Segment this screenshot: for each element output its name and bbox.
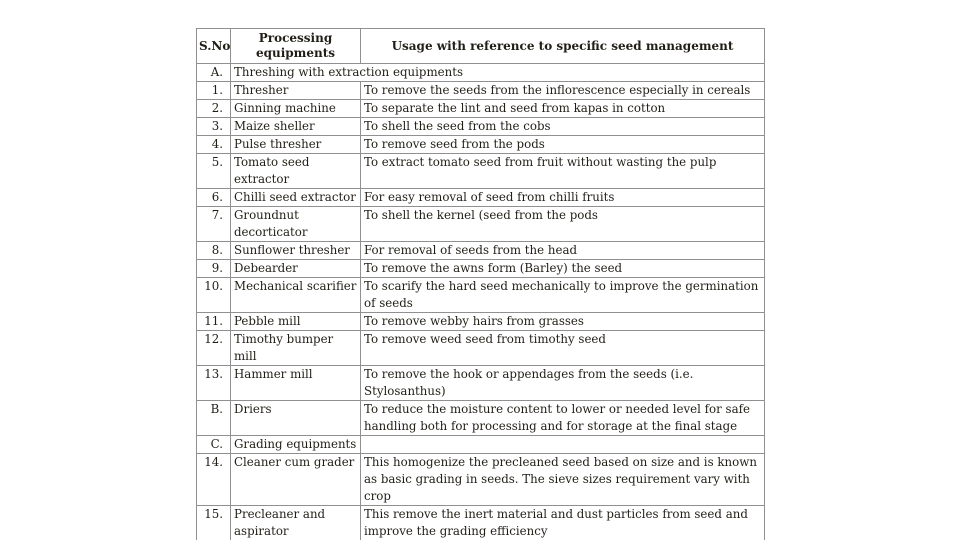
- cell-equipment: Sunflower thresher: [230, 241, 361, 260]
- cell-sno: B.: [196, 400, 231, 436]
- cell-equipment: Precleaner and aspirator: [230, 505, 361, 540]
- table-row: 15. Precleaner and aspirator This remove t…: [196, 505, 765, 540]
- table-row: C. Grading equipments: [196, 435, 765, 454]
- table-body: A. Threshing with extraction equipments 1.…: [196, 63, 765, 540]
- table-row: 10. Mechanical scarifier To scarify the ha…: [196, 277, 765, 313]
- table-row: 8. Sunflower thresher For removal of seeds…: [196, 241, 765, 260]
- table-row: 12. Timothy bumper mill To remove weed see…: [196, 330, 765, 366]
- table-row: 6. Chilli seed extractor For easy removal …: [196, 188, 765, 207]
- table-row: 11. Pebble mill To remove webby hairs from…: [196, 312, 765, 331]
- cell-sno: 13.: [196, 365, 231, 401]
- cell-equipment: Grading equipments: [230, 435, 361, 454]
- cell-equipment: Timothy bumper mill: [230, 330, 361, 366]
- cell-sno: 2.: [196, 99, 231, 118]
- cell-usage: To remove webby hairs from grasses: [360, 312, 765, 331]
- cell-usage: To remove the seeds from the inflorescen…: [360, 81, 765, 100]
- cell-usage: For easy removal of seed from chilli fru…: [360, 188, 765, 207]
- cell-equipment: Hammer mill: [230, 365, 361, 401]
- table-header: S.No. Processing equipments Usage with r…: [196, 28, 765, 64]
- table-row: 14. Cleaner cum grader This homogenize the…: [196, 453, 765, 506]
- cell-equipment: Maize sheller: [230, 117, 361, 136]
- cell-equipment: Mechanical scarifier: [230, 277, 361, 313]
- cell-usage: To remove seed from the pods: [360, 135, 765, 154]
- table-row: 2. Ginning machine To separate the lint an…: [196, 99, 765, 118]
- cell-usage: This remove the inert material and dust …: [360, 505, 765, 540]
- cell-sno: 12.: [196, 330, 231, 366]
- table-row: 9. Debearder To remove the awns form (Barl…: [196, 259, 765, 278]
- cell-equipment: Debearder: [230, 259, 361, 278]
- cell-usage: To reduce the moisture content to lower …: [360, 400, 765, 436]
- cell-usage: This homogenize the precleaned seed base…: [360, 453, 765, 506]
- seed-processing-equipment-table: S.No. Processing equipments Usage with r…: [196, 28, 765, 540]
- cell-equipment: Thresher: [230, 81, 361, 100]
- cell-sno: 4.: [196, 135, 231, 154]
- cell-usage: To remove the awns form (Barley) the see…: [360, 259, 765, 278]
- table-row: 3. Maize sheller To shell the seed from th…: [196, 117, 765, 136]
- cell-equipment: Pebble mill: [230, 312, 361, 331]
- cell-sno: 1.: [196, 81, 231, 100]
- cell-usage: To shell the kernel (seed from the pods: [360, 206, 765, 242]
- cell-equipment: Groundnut decorticator: [230, 206, 361, 242]
- table-row: 7. Groundnut decorticator To shell the ker…: [196, 206, 765, 242]
- cell-usage: To shell the seed from the cobs: [360, 117, 765, 136]
- table-row: 5. Tomato seed extractor To extract tomato…: [196, 153, 765, 189]
- cell-equipment: Ginning machine: [230, 99, 361, 118]
- header-usage: Usage with reference to specific seed ma…: [360, 28, 765, 64]
- cell-sno: 6.: [196, 188, 231, 207]
- table-header-row: S.No. Processing equipments Usage with r…: [196, 28, 765, 64]
- cell-sno: 3.: [196, 117, 231, 136]
- table-row: A. Threshing with extraction equipments: [196, 63, 765, 82]
- cell-sno: 8.: [196, 241, 231, 260]
- table-row: 4. Pulse thresher To remove seed from the …: [196, 135, 765, 154]
- cell-sno: 14.: [196, 453, 231, 506]
- table-row: 13. Hammer mill To remove the hook or appe…: [196, 365, 765, 401]
- cell-usage: [360, 435, 765, 454]
- cell-usage: To remove the hook or appendages from th…: [360, 365, 765, 401]
- cell-equipment: Pulse thresher: [230, 135, 361, 154]
- header-processing-equipments: Processing equipments: [230, 28, 361, 64]
- cell-usage: To scarify the hard seed mechanically to…: [360, 277, 765, 313]
- cell-equipment: Chilli seed extractor: [230, 188, 361, 207]
- cell-sno: 10.: [196, 277, 231, 313]
- cell-equipment: Cleaner cum grader: [230, 453, 361, 506]
- table-row: B. Driers To reduce the moisture content t…: [196, 400, 765, 436]
- cell-equipment: Driers: [230, 400, 361, 436]
- cell-sno: 9.: [196, 259, 231, 278]
- cell-usage: To extract tomato seed from fruit withou…: [360, 153, 765, 189]
- cell-equipment: Tomato seed extractor: [230, 153, 361, 189]
- cell-equipment: Threshing with extraction equipments: [230, 63, 765, 82]
- cell-sno: 11.: [196, 312, 231, 331]
- cell-usage: For removal of seeds from the head: [360, 241, 765, 260]
- cell-sno: 5.: [196, 153, 231, 189]
- cell-sno: A.: [196, 63, 231, 82]
- table-row: 1. Thresher To remove the seeds from the i…: [196, 81, 765, 100]
- cell-usage: To separate the lint and seed from kapas…: [360, 99, 765, 118]
- header-sno: S.No.: [196, 28, 231, 64]
- cell-sno: C.: [196, 435, 231, 454]
- cell-sno: 7.: [196, 206, 231, 242]
- cell-usage: To remove weed seed from timothy seed: [360, 330, 765, 366]
- cell-sno: 15.: [196, 505, 231, 540]
